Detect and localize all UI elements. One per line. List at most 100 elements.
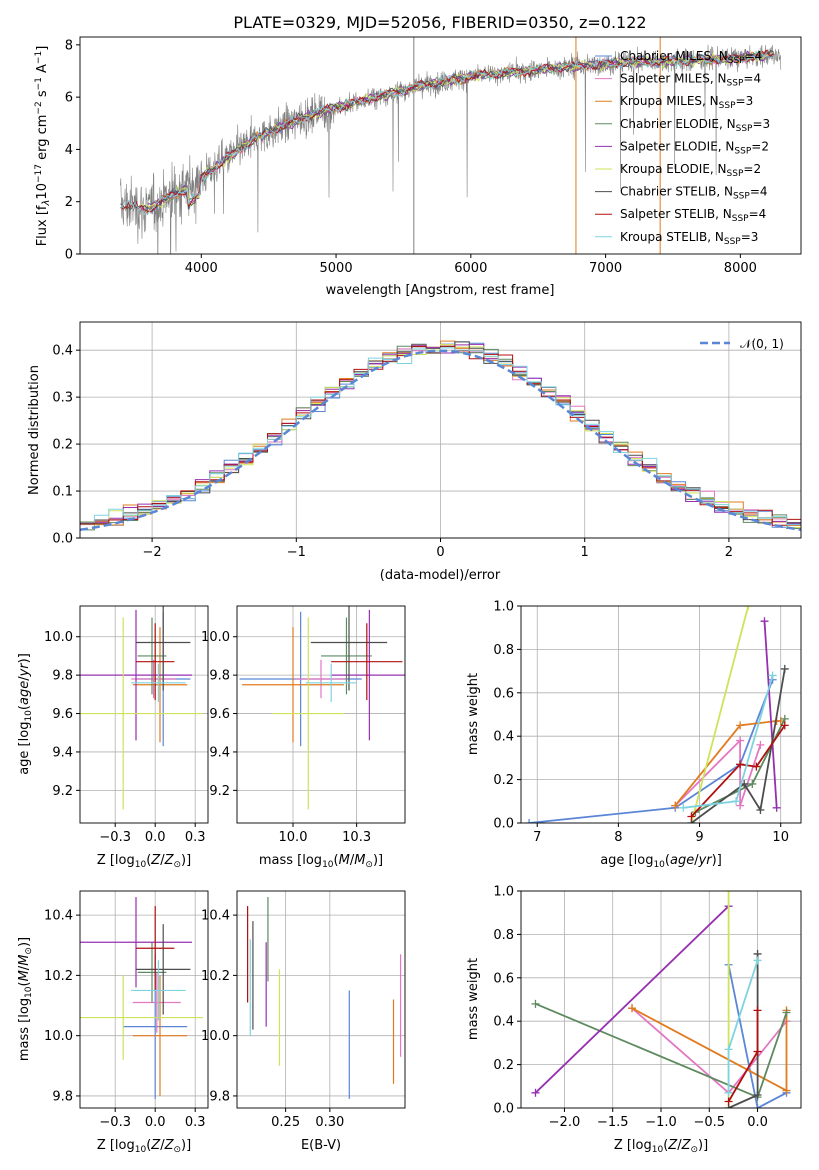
x-tick-label: 9 (695, 830, 703, 845)
residual-legend: 𝒩(0, 1) (700, 337, 784, 351)
weight-marker (772, 803, 781, 812)
weight_vs_Z-plot-area (531, 891, 791, 1108)
weight-series-salpeter-stelib (724, 1006, 762, 1106)
errorbar-salpeter-stelib (331, 623, 403, 701)
age-vs-Z-ylabel: age [log10(age/yr)] (17, 653, 34, 775)
y-tick-label: 0.8 (493, 643, 514, 658)
errorbar-salpeter-miles (295, 659, 347, 699)
y-tick-label: 10.0 (201, 630, 230, 645)
mass_vs_Z-plot-area (80, 897, 204, 1099)
legend-entry: Chabrier ELODIE, NSSP=3 (620, 117, 770, 134)
mass_vs_EBV-frame (236, 890, 406, 1109)
y-tick-label: 9.4 (52, 745, 73, 760)
weight-marker (724, 1045, 733, 1054)
legend-entry: Salpeter MILES, NSSP=4 (620, 72, 761, 89)
y-tick-label: 0.6 (493, 971, 514, 986)
spectrum-xlabel: wavelength [Angstrom, rest frame] (326, 283, 555, 298)
y-tick-label: 9.2 (209, 784, 230, 799)
weight-series-chabrier-stelib (687, 664, 789, 823)
x-tick-label: 10 (772, 830, 789, 845)
weight-marker (736, 760, 745, 769)
legend-entry: Salpeter ELODIE, NSSP=2 (620, 139, 769, 156)
y-tick-label: 9.2 (52, 784, 73, 799)
weight-marker (687, 812, 696, 821)
y-tick-label: 0.0 (493, 817, 514, 832)
mass_vs_EBV-plot-area (247, 897, 402, 1099)
spectrum-plot-area (120, 37, 782, 254)
weight-marker (780, 664, 789, 673)
mass-vs-Z-ylabel: mass [log10(M/M⊙)] (17, 937, 34, 1061)
errorbar-salpeter-miles (131, 659, 176, 699)
weight-marker (768, 671, 777, 680)
x-tick-label: 8000 (724, 261, 757, 276)
weight-marker (724, 1088, 733, 1097)
x-tick-label: −0.3 (99, 830, 131, 845)
errorbar-salpeter-elodie (80, 897, 192, 988)
weight-marker (628, 1004, 637, 1013)
weight-marker (753, 1047, 762, 1056)
weight-marker (782, 1008, 791, 1017)
y-tick-label: 9.6 (52, 707, 73, 722)
y-tick-label: 0.2 (52, 438, 73, 453)
errorbar-salpeter-elodie (80, 609, 192, 741)
errorbar-salpeter-elodie (331, 609, 405, 741)
weight-marker (736, 721, 745, 730)
weight-line (534, 905, 730, 1094)
weight_vs_age-frame (520, 605, 802, 824)
weight-marker (679, 803, 688, 812)
residuals-frame (79, 321, 802, 539)
weight-marker (782, 1086, 791, 1095)
legend-entry: Kroupa STELIB, NSSP=3 (620, 230, 758, 247)
residuals-axes: −2 −1 0 1 2 0.0 0.1 0.2 0.3 0.4 𝒩(0, 1) (52, 321, 802, 560)
age_vs_Z-axes: −0.3 0.0 0.3 9.2 9.4 9.6 9.8 10.0 (44, 605, 209, 845)
gaussian-curve (80, 349, 801, 532)
weight-marker (753, 1006, 762, 1015)
model-line-kroupa-elodie (140, 51, 774, 209)
y-tick-label: 0.6 (493, 686, 514, 701)
y-tick-label: 10.2 (44, 969, 73, 984)
x-tick-label: −0.5 (693, 1115, 725, 1130)
x-tick-label: 5000 (320, 261, 353, 276)
spectrum-frame (79, 36, 802, 255)
y-tick-label: 10.4 (44, 909, 73, 924)
weight-marker (760, 617, 769, 626)
y-tick-label: 9.8 (52, 1089, 73, 1104)
y-tick-label: 0.4 (493, 730, 514, 745)
weight-marker (753, 1090, 762, 1099)
age_vs_mass-frame (236, 605, 406, 824)
legend-entry: 𝒩(0, 1) (740, 337, 784, 351)
weight-vs-age-ylabel: mass weight (466, 673, 481, 755)
x-tick-label: −1 (287, 545, 306, 560)
mass_vs_Z-axes: −0.3 0.0 0.3 9.8 10.0 10.2 10.4 (44, 890, 209, 1130)
x-tick-label: 10.0 (279, 830, 308, 845)
weight-series-salpeter-elodie (760, 617, 781, 812)
weight-marker (780, 721, 789, 730)
y-tick-label: 8 (65, 38, 73, 53)
mass_vs_Z-frame (79, 890, 209, 1109)
y-tick-label: 0.4 (52, 344, 73, 359)
x-tick-label: −2.0 (549, 1115, 581, 1130)
model-line-kroupa-stelib (120, 50, 774, 215)
errorbar-kroupa-elodie (80, 617, 204, 810)
x-tick-label: −2 (143, 545, 162, 560)
weight-line (727, 964, 787, 1108)
x-tick-label: 1 (581, 545, 589, 560)
x-tick-label: 0.30 (315, 1115, 344, 1130)
x-tick-label: 2 (725, 545, 733, 560)
weight-marker (531, 999, 540, 1008)
y-tick-label: 10.4 (201, 909, 230, 924)
x-tick-label: −1.5 (597, 1115, 629, 1130)
errorbar-kroupa-elodie (272, 617, 344, 810)
weight-marker (756, 740, 765, 749)
weight-line (674, 720, 781, 807)
weight-line (690, 606, 750, 823)
x-tick-label: −0.3 (99, 1115, 131, 1130)
age_vs_Z-frame (79, 605, 209, 824)
weight-marker (744, 606, 753, 610)
residual-ylabel: Normed distribution (27, 365, 42, 495)
y-tick-label: 9.6 (209, 707, 230, 722)
age_vs_mass-plot-area (239, 606, 405, 810)
age-vs-Z-xlabel: Z [log10(Z/Z⊙)] (97, 853, 191, 870)
weight-marker (753, 1104, 762, 1108)
